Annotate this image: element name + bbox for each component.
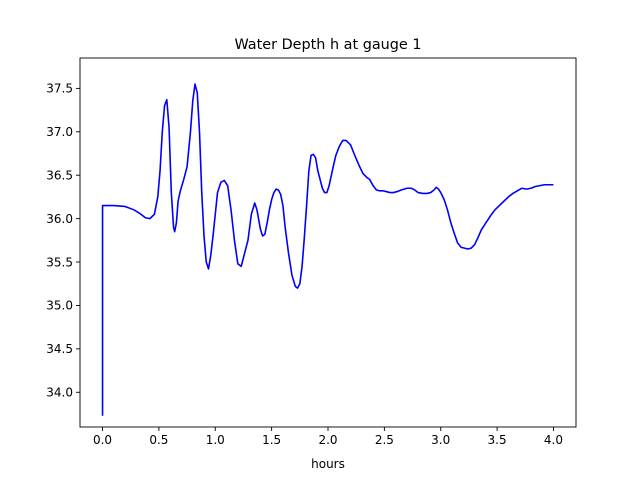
y-tick-label: 35.5: [46, 255, 73, 269]
x-tick-label: 3.0: [431, 433, 450, 447]
x-tick-label: 1.0: [206, 433, 225, 447]
x-tick-label: 2.0: [318, 433, 337, 447]
y-tick-label: 36.0: [46, 212, 73, 226]
y-tick-label: 37.5: [46, 82, 73, 96]
plot-area: 0.0 0.5 1.0 1.5 2.0 2.5 3.0 3.5 4.0 34.0 34.5 35.0 3…: [46, 57, 577, 447]
x-tick-label: 2.5: [375, 433, 394, 447]
data-line-series-0: [101, 83, 554, 416]
y-tick-label: 34.0: [46, 386, 73, 400]
y-tick-label: 34.5: [46, 342, 73, 356]
y-tick-label: 37.0: [46, 125, 73, 139]
x-tick-label: 0.0: [93, 433, 112, 447]
y-tick-label: 35.0: [46, 299, 73, 313]
x-tick-label: 1.5: [262, 433, 281, 447]
chart-title: Water Depth h at gauge 1: [234, 37, 421, 53]
x-axis-label: hours: [311, 457, 345, 471]
x-tick-label: 4.0: [544, 433, 563, 447]
x-tick-label: 0.5: [149, 433, 168, 447]
x-tick-label: 3.5: [488, 433, 507, 447]
y-tick-label: 36.5: [46, 169, 73, 183]
